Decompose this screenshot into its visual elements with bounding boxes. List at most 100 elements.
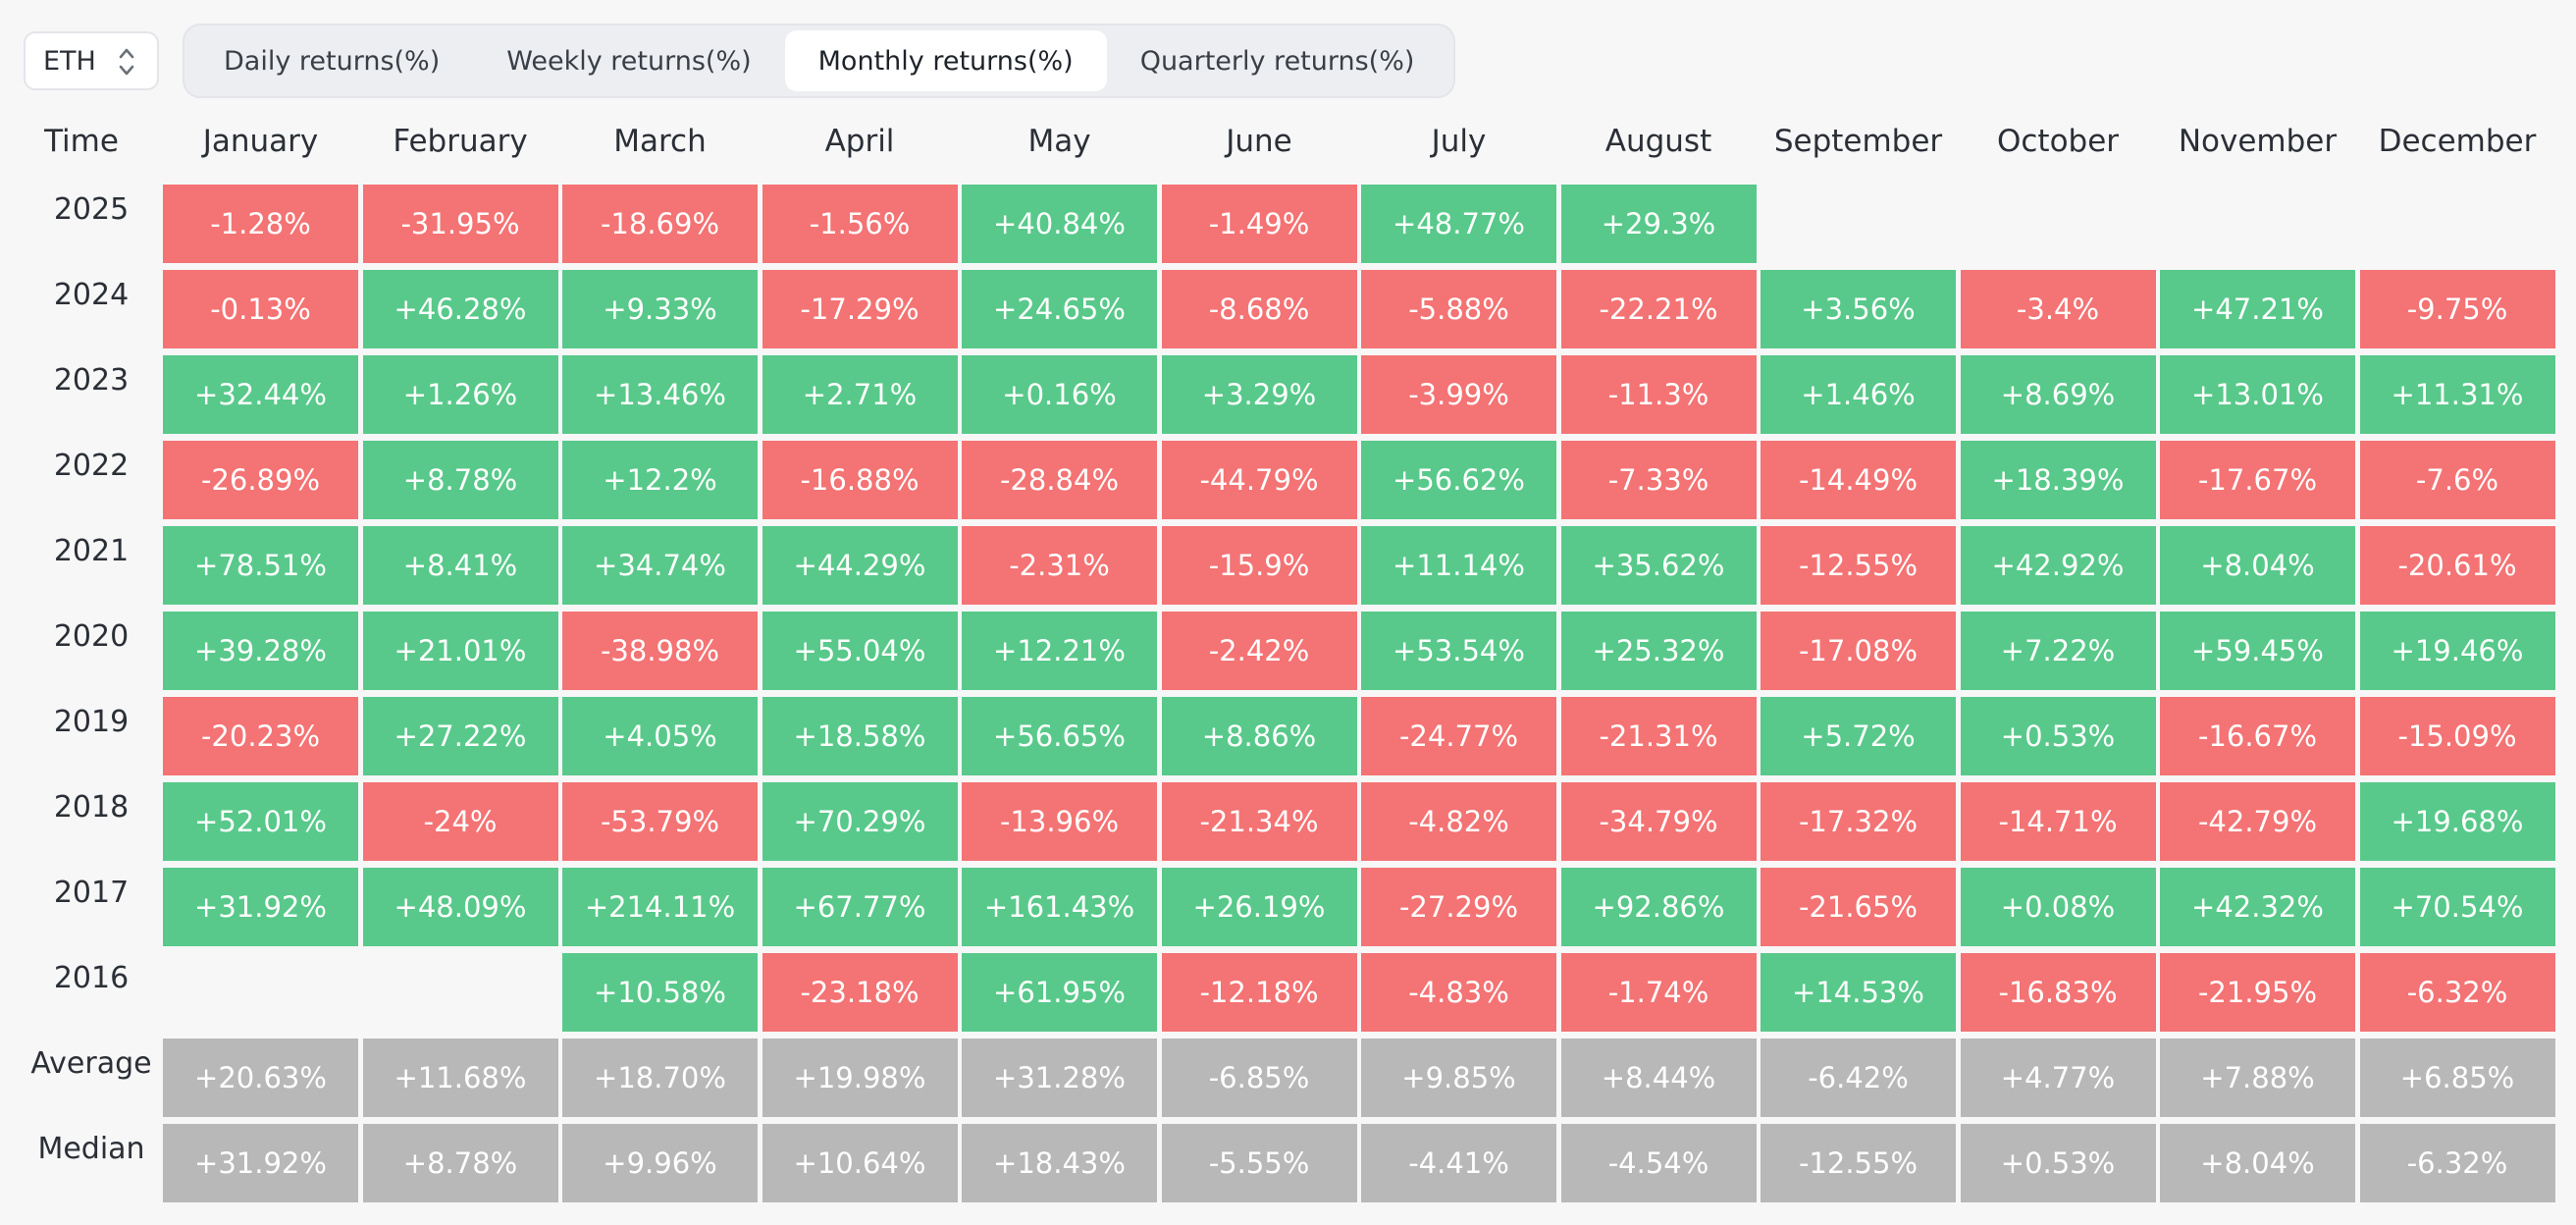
return-cell: -17.08%: [1761, 612, 1956, 690]
month-header-june: June: [1226, 124, 1292, 159]
stat-cell: +31.92%: [163, 1124, 358, 1202]
return-cell: +78.51%: [163, 526, 358, 605]
month-header-february: February: [393, 124, 528, 159]
return-cell: +214.11%: [562, 868, 758, 946]
row-label-year: 2021: [53, 534, 130, 568]
return-cell: +70.29%: [762, 782, 958, 861]
return-cell: -9.75%: [2359, 270, 2555, 348]
return-cell: -15.9%: [1161, 526, 1357, 605]
stat-cell: +18.43%: [962, 1124, 1157, 1202]
return-cell: -42.79%: [2160, 782, 2355, 861]
return-cell: -17.67%: [2160, 441, 2355, 519]
tab-monthly-returns[interactable]: Monthly returns(%): [784, 30, 1107, 91]
return-cell: -21.31%: [1560, 697, 1757, 775]
return-cell: +19.68%: [2359, 782, 2555, 861]
tab-daily-returns[interactable]: Daily returns(%): [224, 45, 441, 77]
month-header-november: November: [2178, 124, 2338, 159]
return-cell: -23.18%: [762, 953, 958, 1032]
return-cell: -2.31%: [962, 526, 1157, 605]
stat-cell: +0.53%: [1960, 1124, 2156, 1202]
time-column-header: Time: [44, 124, 119, 159]
return-cell: +19.46%: [2359, 612, 2555, 690]
return-cell: -24%: [362, 782, 558, 861]
return-cell: +55.04%: [762, 612, 958, 690]
return-cell: +52.01%: [163, 782, 358, 861]
return-cell: -17.32%: [1761, 782, 1956, 861]
row-label-year: 2019: [53, 705, 130, 739]
return-cell: +0.53%: [1960, 697, 2156, 775]
return-cell: -7.33%: [1560, 441, 1757, 519]
tab-quarterly-returns[interactable]: Quarterly returns(%): [1139, 45, 1415, 77]
return-cell: +161.43%: [962, 868, 1157, 946]
return-cell: +26.19%: [1161, 868, 1357, 946]
return-cell: +0.16%: [962, 355, 1157, 434]
return-cell: +70.54%: [2359, 868, 2555, 946]
stat-cell: +9.85%: [1361, 1039, 1556, 1117]
return-cell: +42.92%: [1960, 526, 2156, 605]
row-label-year: 2022: [53, 449, 130, 483]
toolbar: ETH Daily returns(%) Weekly returns(%) M…: [24, 24, 1456, 98]
month-header-december: December: [2378, 124, 2537, 159]
return-cell: +24.65%: [962, 270, 1157, 348]
return-cell: +56.65%: [962, 697, 1157, 775]
stat-cell: -6.42%: [1761, 1039, 1956, 1117]
month-header-may: May: [1027, 124, 1091, 159]
return-cell: +4.05%: [562, 697, 758, 775]
return-cell: -3.99%: [1361, 355, 1556, 434]
return-cell: +5.72%: [1761, 697, 1956, 775]
return-cell: +29.3%: [1560, 185, 1757, 263]
return-cell: +46.28%: [362, 270, 558, 348]
return-cell: +53.54%: [1361, 612, 1556, 690]
return-cell: -5.88%: [1361, 270, 1556, 348]
return-cell: -26.89%: [163, 441, 358, 519]
month-header-january: January: [202, 124, 319, 159]
return-cell: -0.13%: [163, 270, 358, 348]
return-cell: -12.55%: [1761, 526, 1956, 605]
asset-select[interactable]: ETH: [24, 31, 159, 90]
return-cell: +11.31%: [2359, 355, 2555, 434]
return-cell: +25.32%: [1560, 612, 1757, 690]
stat-cell: +19.98%: [762, 1039, 958, 1117]
return-cell: +59.45%: [2160, 612, 2355, 690]
stat-cell: +8.44%: [1560, 1039, 1757, 1117]
return-period-tabs: Daily returns(%) Weekly returns(%) Month…: [183, 24, 1456, 98]
return-cell: +10.58%: [562, 953, 758, 1032]
return-cell: +18.58%: [762, 697, 958, 775]
return-cell: -21.65%: [1761, 868, 1956, 946]
row-label-year: 2018: [53, 790, 130, 825]
month-header-august: August: [1604, 124, 1712, 159]
chevron-up-down-icon: [119, 48, 134, 76]
return-cell: +8.41%: [362, 526, 558, 605]
stat-cell: +4.77%: [1960, 1039, 2156, 1117]
return-cell: -7.6%: [2359, 441, 2555, 519]
row-label-year: 2025: [53, 192, 130, 227]
return-cell: -1.74%: [1560, 953, 1757, 1032]
return-cell: +1.26%: [362, 355, 558, 434]
row-label-year: 2024: [53, 278, 130, 312]
return-cell: +32.44%: [163, 355, 358, 434]
return-cell: -6.32%: [2359, 953, 2555, 1032]
return-cell: -16.83%: [1960, 953, 2156, 1032]
return-cell: +34.74%: [562, 526, 758, 605]
stat-cell: +20.63%: [163, 1039, 358, 1117]
month-header-march: March: [613, 124, 707, 159]
return-cell: +8.86%: [1161, 697, 1357, 775]
tab-weekly-returns[interactable]: Weekly returns(%): [506, 45, 752, 77]
return-cell: -16.67%: [2160, 697, 2355, 775]
return-cell: +40.84%: [962, 185, 1157, 263]
return-cell: +8.78%: [362, 441, 558, 519]
return-cell: +3.29%: [1161, 355, 1357, 434]
return-cell: -24.77%: [1361, 697, 1556, 775]
return-cell: +13.01%: [2160, 355, 2355, 434]
return-cell: +18.39%: [1960, 441, 2156, 519]
row-label-year: 2016: [53, 961, 130, 995]
stat-cell: +6.85%: [2359, 1039, 2555, 1117]
return-cell: +2.71%: [762, 355, 958, 434]
return-cell: -53.79%: [562, 782, 758, 861]
stat-cell: -6.32%: [2359, 1124, 2555, 1202]
return-cell: +35.62%: [1560, 526, 1757, 605]
month-header-october: October: [1996, 124, 2120, 159]
return-cell: -16.88%: [762, 441, 958, 519]
return-cell: +48.09%: [362, 868, 558, 946]
row-label-year: 2017: [53, 876, 130, 910]
